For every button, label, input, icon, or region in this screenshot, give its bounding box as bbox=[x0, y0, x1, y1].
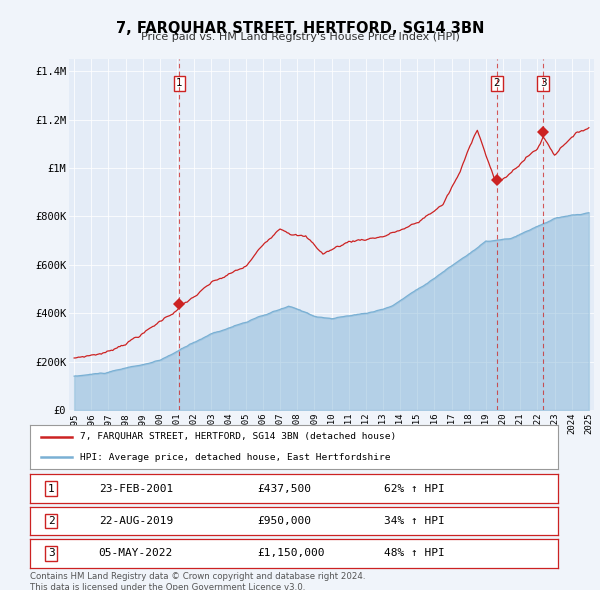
Text: 34% ↑ HPI: 34% ↑ HPI bbox=[384, 516, 445, 526]
Text: HPI: Average price, detached house, East Hertfordshire: HPI: Average price, detached house, East… bbox=[80, 453, 391, 461]
Text: 05-MAY-2022: 05-MAY-2022 bbox=[98, 549, 173, 558]
Text: 3: 3 bbox=[48, 549, 55, 558]
Text: Price paid vs. HM Land Registry's House Price Index (HPI): Price paid vs. HM Land Registry's House … bbox=[140, 32, 460, 42]
Text: 22-AUG-2019: 22-AUG-2019 bbox=[98, 516, 173, 526]
Text: 1: 1 bbox=[176, 78, 183, 88]
Text: £1,150,000: £1,150,000 bbox=[257, 549, 325, 558]
Text: 2: 2 bbox=[494, 78, 500, 88]
Text: £950,000: £950,000 bbox=[257, 516, 311, 526]
Text: 48% ↑ HPI: 48% ↑ HPI bbox=[384, 549, 445, 558]
Text: 1: 1 bbox=[48, 484, 55, 493]
Text: 23-FEB-2001: 23-FEB-2001 bbox=[98, 484, 173, 493]
Text: 7, FARQUHAR STREET, HERTFORD, SG14 3BN (detached house): 7, FARQUHAR STREET, HERTFORD, SG14 3BN (… bbox=[80, 432, 397, 441]
Text: 3: 3 bbox=[540, 78, 547, 88]
Text: 7, FARQUHAR STREET, HERTFORD, SG14 3BN: 7, FARQUHAR STREET, HERTFORD, SG14 3BN bbox=[116, 21, 484, 35]
Text: 62% ↑ HPI: 62% ↑ HPI bbox=[384, 484, 445, 493]
Text: 2: 2 bbox=[48, 516, 55, 526]
Text: Contains HM Land Registry data © Crown copyright and database right 2024.
This d: Contains HM Land Registry data © Crown c… bbox=[30, 572, 365, 590]
Text: £437,500: £437,500 bbox=[257, 484, 311, 493]
